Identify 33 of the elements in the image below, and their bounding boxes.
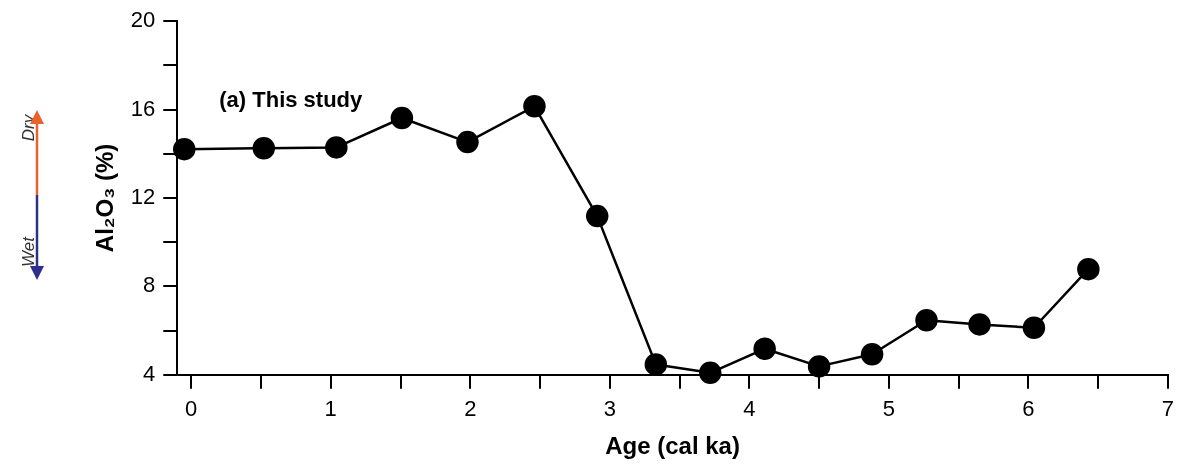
point bbox=[1077, 257, 1100, 281]
point bbox=[915, 308, 938, 332]
x-tick-label: 5 bbox=[882, 396, 895, 422]
point bbox=[807, 355, 831, 378]
point bbox=[390, 106, 414, 130]
y-tick-label: 20 bbox=[130, 7, 156, 33]
annotation: (a) This study bbox=[219, 87, 364, 113]
text: Wet bbox=[18, 237, 39, 267]
x-tick-label: 3 bbox=[603, 396, 616, 422]
y-tick-label: 8 bbox=[143, 272, 156, 298]
x-axis-title: Age (cal ka) bbox=[605, 432, 740, 460]
point bbox=[968, 313, 991, 336]
point bbox=[699, 361, 722, 385]
y-tick-label: 12 bbox=[130, 184, 156, 210]
x-tick-label: 2 bbox=[464, 396, 477, 422]
x-tick-label: 0 bbox=[185, 396, 198, 422]
point bbox=[1022, 316, 1046, 339]
x-tick-label: 4 bbox=[743, 396, 756, 422]
point bbox=[585, 204, 609, 228]
point bbox=[456, 130, 479, 154]
x-tick-label: 7 bbox=[1161, 396, 1175, 422]
point bbox=[753, 337, 776, 360]
y-tick-label: 4 bbox=[143, 360, 156, 386]
point bbox=[644, 353, 668, 376]
point bbox=[173, 137, 196, 161]
y-tick-label: 16 bbox=[130, 95, 156, 121]
point bbox=[252, 137, 276, 160]
point bbox=[523, 95, 546, 118]
x-tick-label: 1 bbox=[324, 396, 337, 422]
y-axis-title: Al₂O₃ (%) bbox=[91, 143, 119, 253]
point bbox=[325, 136, 348, 159]
x-tick-label: 6 bbox=[1022, 396, 1035, 422]
point bbox=[860, 343, 884, 366]
